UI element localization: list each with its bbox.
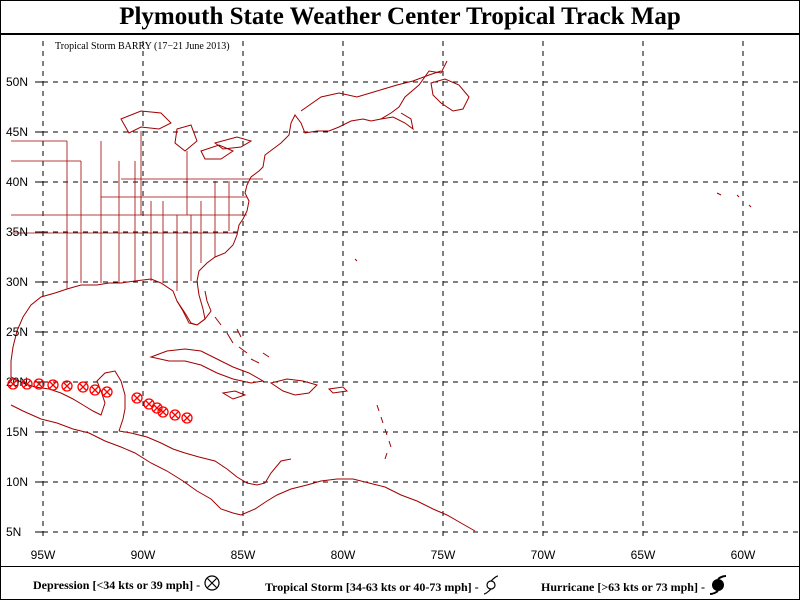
circle-x-icon xyxy=(204,575,220,595)
track-point-depression xyxy=(143,398,155,410)
coastline-newfoundland xyxy=(430,78,470,112)
lon-label: 65W xyxy=(631,548,656,562)
lat-label: 45N xyxy=(6,125,28,139)
lat-label: 10N xyxy=(6,475,28,489)
coastline-maritimes xyxy=(300,70,442,131)
track-point-depression xyxy=(7,378,19,390)
track-point-depression xyxy=(61,380,73,392)
lon-label: 90W xyxy=(131,548,156,562)
coastline-east-us xyxy=(10,60,448,377)
lat-label: 40N xyxy=(6,175,28,189)
legend-tropical-storm-label: Tropical Storm [34-63 kts or 40-73 mph] … xyxy=(265,579,479,594)
coastline-cuba xyxy=(149,348,265,384)
coastline-central-america xyxy=(10,404,292,516)
track-point-depression xyxy=(33,378,45,390)
lat-label: 30N xyxy=(6,275,28,289)
track-point-depression xyxy=(77,381,89,393)
track-point-depression xyxy=(101,386,113,398)
coastline-puerto-rico xyxy=(327,386,349,394)
great-lakes xyxy=(120,110,253,160)
map-frame: 50N 45N 40N 35N 30N 25N 20N 15N 10N 5N 95W 90W 85W 80… xyxy=(0,34,800,568)
coastline-jamaica xyxy=(221,390,247,400)
lon-label: 70W xyxy=(531,548,556,562)
coastlines xyxy=(10,60,752,532)
storm-label: Tropical Storm BARRY (17−21 June 2013) xyxy=(55,41,230,52)
lat-label: 25N xyxy=(6,325,28,339)
legend-hurricane: Hurricane [>63 kts or 73 mph] - xyxy=(541,575,727,599)
lat-label: 15N xyxy=(6,425,28,439)
storm-track xyxy=(7,378,193,424)
track-point-depression xyxy=(157,406,169,418)
track-point-depression xyxy=(21,378,33,390)
lat-label: 5N xyxy=(6,525,21,539)
storm-swirl-icon xyxy=(483,575,499,599)
page-title: Plymouth State Weather Center Tropical T… xyxy=(119,3,681,30)
lesser-antilles xyxy=(376,404,392,460)
track-point-depression xyxy=(181,412,193,424)
track-point-depression xyxy=(47,379,59,391)
lat-label: 35N xyxy=(6,225,28,239)
lat-label: 50N xyxy=(6,75,28,89)
title-bar: Plymouth State Weather Center Tropical T… xyxy=(0,0,800,34)
coastline-florida xyxy=(176,290,212,326)
lon-label: 85W xyxy=(231,548,256,562)
lon-label: 95W xyxy=(31,548,56,562)
coastline-south-america xyxy=(240,478,476,532)
state-borders xyxy=(11,131,263,291)
legend-tropical-storm: Tropical Storm [34-63 kts or 40-73 mph] … xyxy=(265,575,499,599)
legend-depression: Depression [<34 kts or 39 mph] - xyxy=(33,575,220,595)
track-point-depression xyxy=(131,392,143,404)
legend-depression-label: Depression [<34 kts or 39 mph] - xyxy=(33,577,201,592)
legend-hurricane-label: Hurricane [>63 kts or 73 mph] - xyxy=(541,579,705,594)
hurricane-filled-icon xyxy=(709,575,727,599)
islands-east xyxy=(354,192,752,262)
coastline-mexico-gulf xyxy=(10,370,126,432)
lon-label: 60W xyxy=(731,548,756,562)
lon-label: 75W xyxy=(431,548,456,562)
coastline-hispaniola xyxy=(269,378,318,396)
track-point-depression xyxy=(89,384,101,396)
bahamas xyxy=(214,316,270,364)
lat-lon-grid xyxy=(42,41,799,541)
lon-label: 80W xyxy=(331,548,356,562)
track-point-depression xyxy=(169,409,181,421)
legend-bar: Depression [<34 kts or 39 mph] - Tropica… xyxy=(0,566,800,600)
